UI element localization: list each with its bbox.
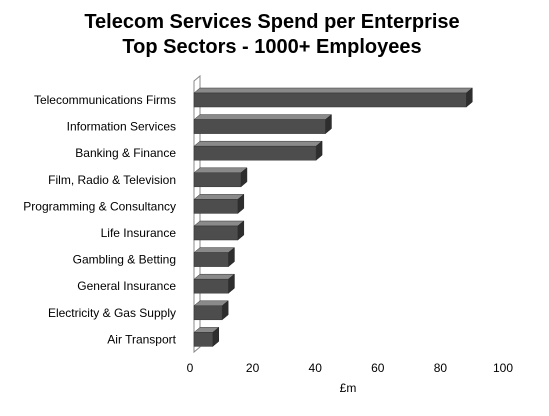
bar [193, 273, 236, 294]
bar-front-face [193, 92, 467, 108]
x-axis-ticks: 0 20 40 60 80 100 [187, 361, 514, 375]
category-labels: Telecommunications Firms Information Serv… [23, 93, 176, 346]
bar-front-face [193, 119, 326, 134]
x-tick-label: 40 [309, 361, 323, 375]
bar-top-face [193, 114, 333, 120]
category-label: Air Transport [107, 332, 176, 346]
bar-top-face [193, 167, 248, 174]
bar-front-face [193, 172, 242, 188]
category-label: Telecommunications Firms [34, 93, 176, 107]
x-tick-label: 60 [371, 361, 385, 375]
bar-front-face [193, 332, 214, 347]
x-tick-label: 0 [187, 361, 194, 375]
bar-front-face [193, 305, 223, 321]
bar-front-face [193, 252, 229, 267]
bar-front-face [193, 199, 239, 214]
bar-top-face [193, 247, 236, 253]
x-tick-label: 100 [493, 361, 513, 375]
category-label: General Insurance [77, 279, 176, 293]
bar [193, 220, 245, 241]
bar-top-face [193, 140, 323, 147]
bar-top-face [193, 87, 474, 94]
category-label: Banking & Finance [75, 146, 176, 160]
bar [193, 326, 220, 347]
bar-top-face [193, 273, 236, 280]
bar-top-face [193, 194, 245, 200]
x-tick-label: 80 [434, 361, 448, 375]
x-axis-title: £m [340, 381, 357, 395]
bar [193, 114, 333, 135]
bar [193, 140, 323, 161]
bar [193, 193, 245, 214]
category-label: Film, Radio & Television [48, 173, 176, 187]
category-label: Electricity & Gas Supply [48, 306, 176, 320]
category-label: Life Insurance [101, 226, 177, 240]
bar [193, 247, 236, 268]
category-label: Information Services [67, 120, 176, 134]
bar [193, 167, 248, 188]
bar-front-face [193, 278, 229, 294]
x-tick-label: 20 [246, 361, 260, 375]
chart-title-line-1: Telecom Services Spend per Enterprise [84, 11, 459, 33]
bar [193, 300, 229, 321]
category-label: Gambling & Betting [73, 253, 176, 267]
chart-title-line-2: Top Sectors - 1000+ Employees [122, 36, 421, 58]
bar [193, 87, 474, 108]
bars [193, 87, 474, 347]
bar-front-face [193, 225, 239, 241]
bar-front-face [193, 145, 317, 161]
bar-top-face [193, 220, 245, 227]
chart-title: Telecom Services Spend per Enterprise To… [84, 11, 459, 58]
category-label: Programming & Consultancy [23, 199, 176, 213]
